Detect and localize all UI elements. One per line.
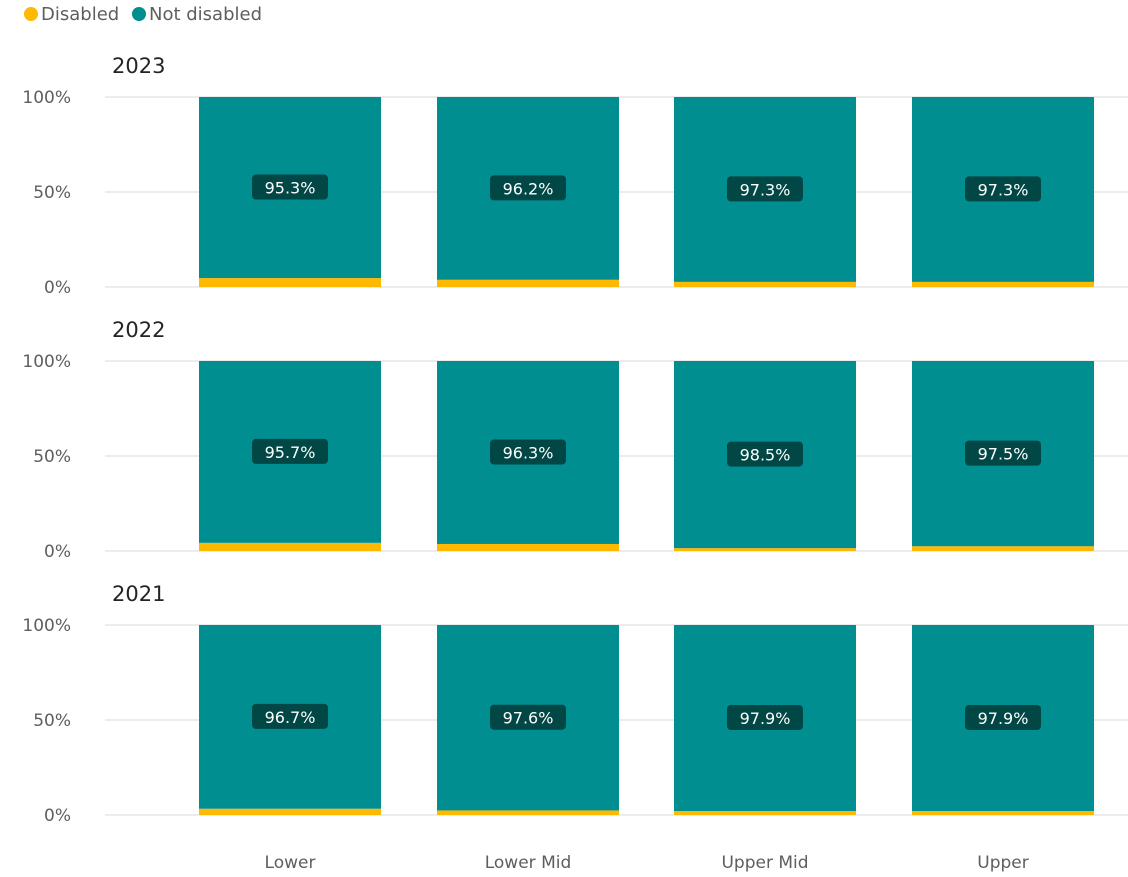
bar-disabled [437,543,619,551]
data-label: 96.3% [503,443,554,462]
bar-disabled [199,542,381,551]
data-label: 95.3% [265,179,316,198]
data-label: 97.9% [740,709,791,728]
legend-label-disabled: Disabled [41,4,119,25]
panel-title: 2022 [112,318,165,342]
x-tick-label: Upper Mid [721,853,808,873]
data-label-bg [727,176,803,202]
legend-marker-disabled [24,7,38,21]
data-label: 98.5% [740,446,791,465]
bar-disabled [674,811,856,815]
bar-disabled [912,281,1094,287]
data-label: 97.9% [978,709,1029,728]
legend-label-not-disabled: Not disabled [149,4,262,25]
bar-disabled [437,279,619,287]
data-label-bg [727,705,803,731]
data-label: 96.2% [503,179,554,198]
data-label: 97.6% [503,709,554,728]
y-tick-label: 100% [22,616,71,636]
x-tick-label: Upper [977,853,1028,873]
bar-disabled [912,811,1094,815]
data-label-bg [965,176,1041,202]
bar-disabled [199,808,381,815]
panel-title: 2023 [112,54,165,78]
y-tick-label: 50% [33,711,71,731]
data-label-bg [490,704,566,730]
y-tick-label: 0% [44,806,71,826]
data-label-bg [965,440,1041,466]
y-tick-label: 50% [33,183,71,203]
panel-2023: 2023 0% 50% 100% 95.3% 96.2% 97.3% 97.3% [22,54,1128,298]
x-tick-label: Lower [265,853,316,873]
data-label-bg [490,439,566,465]
legend: Disabled Not disabled [24,4,262,25]
data-label-bg [252,174,328,200]
data-label-bg [252,703,328,729]
y-tick-label: 100% [22,88,71,108]
data-label-bg [490,175,566,201]
x-axis: Lower Lower Mid Upper Mid Upper [265,853,1029,873]
bar-disabled [674,548,856,551]
bar-disabled [674,281,856,287]
x-tick-label: Lower Mid [485,853,572,873]
data-label: 97.5% [978,445,1029,464]
legend-marker-not-disabled [132,7,146,21]
panel-title: 2021 [112,582,165,606]
data-label: 97.3% [740,180,791,199]
y-tick-label: 50% [33,447,71,467]
bar-disabled [199,278,381,287]
data-label-bg [965,705,1041,731]
y-tick-label: 100% [22,352,71,372]
panel-2022: 2022 0% 50% 100% 95.7% 96.3% 98.5% 97.5% [22,318,1128,562]
data-label: 95.7% [265,443,316,462]
bar-disabled [912,546,1094,551]
bar-disabled [437,810,619,815]
panel-2021: 2021 0% 50% 100% 96.7% 97.6% 97.9% 97.9% [22,582,1128,826]
data-label: 97.3% [978,180,1029,199]
y-tick-label: 0% [44,278,71,298]
data-label: 96.7% [265,708,316,727]
data-label-bg [727,441,803,467]
y-tick-label: 0% [44,542,71,562]
data-label-bg [252,438,328,464]
